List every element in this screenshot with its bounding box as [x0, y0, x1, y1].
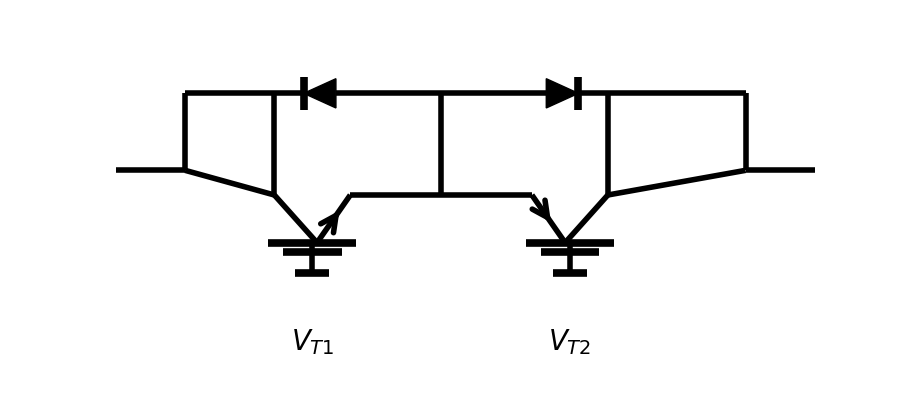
Polygon shape: [547, 79, 578, 108]
Polygon shape: [304, 79, 336, 108]
Text: $V_{T1}$: $V_{T1}$: [291, 328, 334, 357]
Text: $V_{T2}$: $V_{T2}$: [548, 328, 591, 357]
